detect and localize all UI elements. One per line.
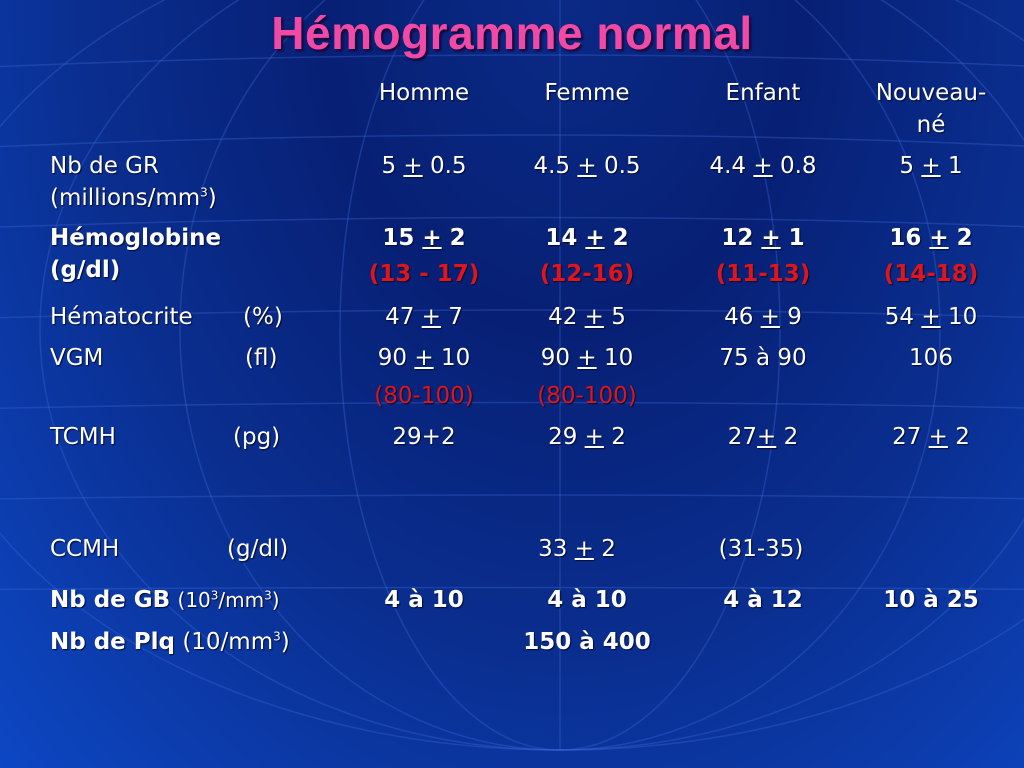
gb-unit: (103/mm3) (177, 588, 280, 612)
header-enfant: Enfant (725, 80, 801, 106)
header-nouveau-ne: Nouveau- né (864, 77, 998, 141)
vgm-homme-range: (80-100) (374, 383, 474, 409)
gb-enfant: 4 à 12 (723, 587, 803, 613)
vgm-femme-range: (80-100) (537, 383, 637, 409)
tcmh-label: TCMH (50, 424, 116, 450)
hte-homme: 47 + 7 (385, 304, 463, 330)
hb-enfant: 12 + 1 (721, 225, 805, 251)
hb-nouveau-ne-range: (14-18) (883, 261, 979, 287)
gr-homme: 5 + 0.5 (381, 153, 467, 179)
header-nouveau-ne-line2: né (916, 112, 946, 138)
hb-homme: 15 + 2 (382, 225, 466, 251)
gb-label: Nb de GB (50, 587, 171, 613)
vgm-unit: (fl) (245, 345, 278, 371)
row-label-plq: Nb de Plq (10/mm3) (50, 626, 290, 658)
hb-unit: (g/dl) (50, 257, 121, 283)
hb-label: Hémoglobine (50, 225, 222, 251)
gr-unit: (millions/mm (50, 185, 201, 211)
gr-unit-sup: 3 (200, 185, 208, 200)
gr-nouveau-ne: 5 + 1 (899, 153, 963, 179)
header-homme: Homme (378, 80, 470, 106)
row-label-hb: Hémoglobine (g/dl) (50, 222, 221, 286)
hte-enfant: 46 + 9 (724, 304, 802, 330)
hte-unit: (%) (243, 304, 283, 330)
hte-nouveau-ne: 54 + 10 (884, 304, 978, 330)
vgm-femme: 90 + 10 (540, 345, 634, 371)
gb-homme: 4 à 10 (384, 587, 464, 613)
tcmh-unit: (pg) (233, 424, 281, 450)
ccmh-enfant: (31-35) (718, 536, 804, 562)
row-label-gb: Nb de GB (103/mm3) (50, 584, 280, 616)
plq-value: 150 à 400 (523, 629, 651, 655)
tcmh-enfant: 27+ 2 (727, 424, 799, 450)
hb-femme: 14 + 2 (545, 225, 629, 251)
tcmh-homme: 29+2 (392, 424, 456, 450)
vgm-homme: 90 + 10 (377, 345, 471, 371)
plq-label: Nb de Plq (50, 629, 175, 655)
gr-femme: 4.5 + 0.5 (533, 153, 641, 179)
vgm-enfant: 75 à 90 (719, 345, 807, 371)
tcmh-femme: 29 + 2 (548, 424, 626, 450)
hb-femme-range: (12-16) (539, 261, 635, 287)
tcmh-nouveau-ne: 27 + 2 (892, 424, 970, 450)
vgm-label: VGM (50, 345, 104, 371)
hb-enfant-range: (11-13) (715, 261, 811, 287)
gr-label: Nb de GR (50, 153, 159, 179)
ccmh-label: CCMH (50, 536, 120, 562)
gr-unit-end: ) (207, 185, 217, 211)
gb-nouveau-ne: 10 à 25 (883, 587, 979, 613)
hb-nouveau-ne: 16 + 2 (889, 225, 973, 251)
ccmh-unit: (g/dl) (227, 536, 289, 562)
row-label-gr: Nb de GR (millions/mm3) (50, 150, 217, 214)
hte-label: Hématocrite (50, 304, 193, 330)
gr-enfant: 4.4 + 0.8 (709, 153, 817, 179)
slide-title: Hémogramme normal (271, 7, 753, 59)
hb-homme-range: (13 - 17) (368, 261, 480, 287)
gb-femme: 4 à 10 (547, 587, 627, 613)
header-femme: Femme (544, 80, 630, 106)
vgm-nouveau-ne: 106 (909, 345, 953, 371)
hte-femme: 42 + 5 (548, 304, 626, 330)
plq-unit: (10/mm3) (182, 629, 290, 655)
header-nouveau-ne-line1: Nouveau- (875, 80, 987, 106)
ccmh-femme: 33 + 2 (538, 536, 616, 562)
